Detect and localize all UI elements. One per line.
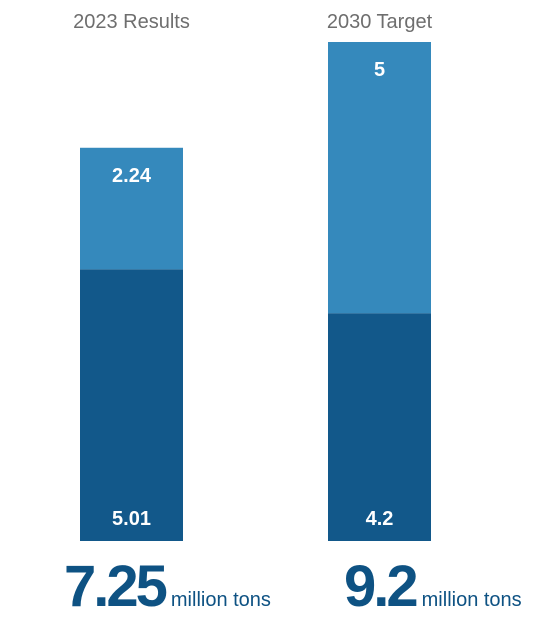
data-label-2030-top: 5 xyxy=(374,59,385,81)
bar-segment-2023-bottom xyxy=(80,269,183,541)
data-label-2030-bottom: 4.2 xyxy=(366,508,394,530)
data-label-2023-bottom: 5.01 xyxy=(112,508,151,530)
category-label-2023: 2023 Results xyxy=(73,11,190,33)
total-2023: 7.25 million tons xyxy=(64,558,271,616)
total-2030: 9.2 million tons xyxy=(344,558,522,616)
bar-segment-2030-bottom xyxy=(328,313,431,541)
total-2023-unit: million tons xyxy=(170,589,271,611)
total-2030-unit: million tons xyxy=(421,589,522,611)
bar-segment-2023-top xyxy=(80,147,183,270)
category-label-2030: 2030 Target xyxy=(327,11,433,33)
bar-segment-2030-top xyxy=(328,42,431,314)
total-2023-value: 7.25 xyxy=(64,554,168,619)
total-2030-value: 9.2 xyxy=(344,554,419,619)
data-label-2023-top: 2.24 xyxy=(112,165,152,187)
